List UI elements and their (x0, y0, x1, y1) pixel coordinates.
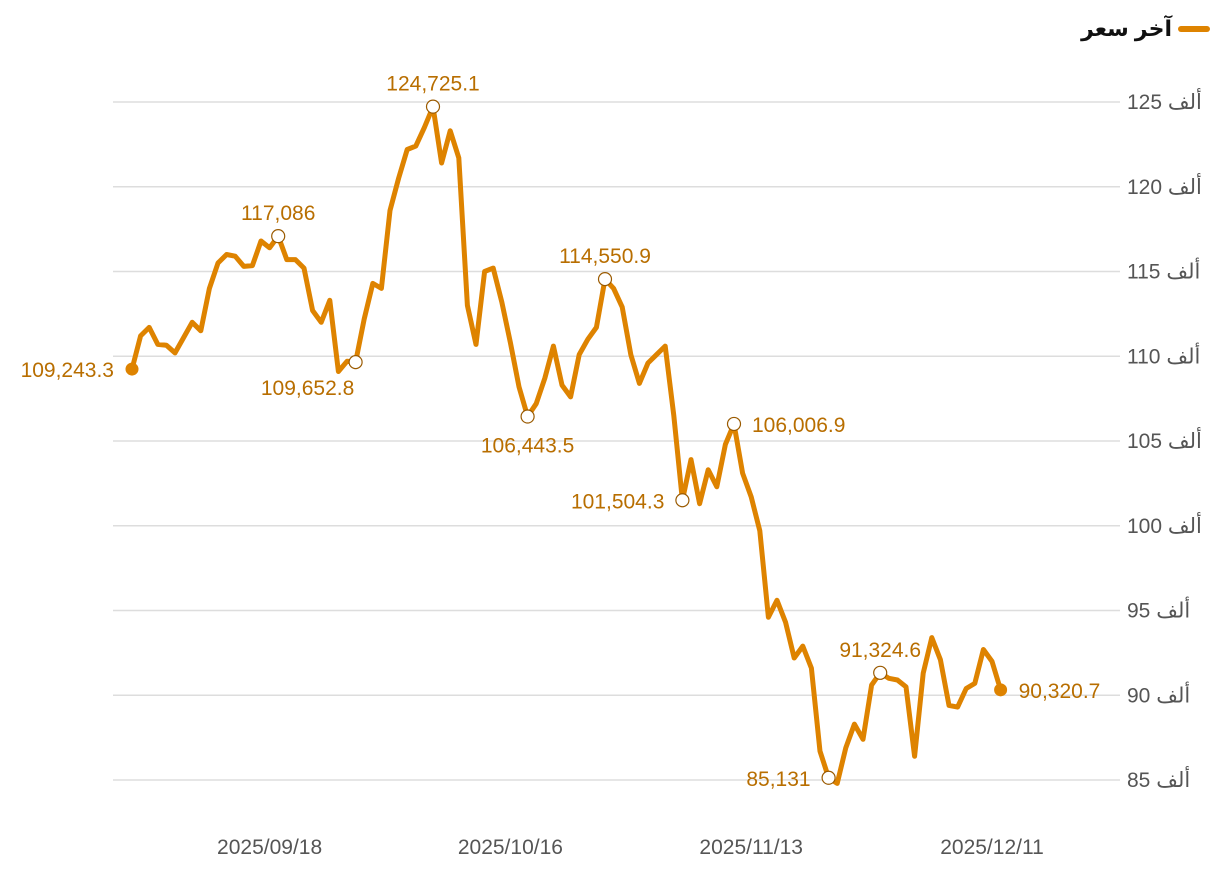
data-label: 101,504.3 (571, 490, 664, 513)
extreme-marker[interactable] (597, 272, 613, 287)
data-label: 117,086 (241, 202, 315, 225)
data-label: 109,243.3 (21, 359, 114, 382)
y-tick-label: 120 ألف (1127, 173, 1202, 199)
legend-swatch (1178, 26, 1210, 32)
data-label: 114,550.9 (559, 245, 651, 268)
y-tick-label: 90 ألف (1127, 681, 1190, 707)
y-tick-label: 105 ألف (1127, 427, 1202, 453)
y-tick-label: 95 ألف (1127, 597, 1190, 623)
x-tick-label: 2025/09/18 (217, 836, 322, 859)
extreme-marker[interactable] (271, 229, 286, 244)
data-label: 85,131 (746, 768, 810, 791)
extreme-marker[interactable] (873, 665, 888, 680)
x-axis-ticks: 2025/09/18 2025/10/16 2025/11/13 2025/12/11 (217, 836, 1044, 859)
legend-label: آخر سعر (1081, 16, 1172, 41)
data-label: 106,443.5 (481, 435, 574, 458)
extreme-marker[interactable] (425, 99, 441, 114)
extreme-marker[interactable] (520, 409, 535, 424)
endpoint-marker[interactable] (994, 683, 1008, 697)
y-tick-label: 110 ألف (1127, 342, 1200, 368)
extreme-marker[interactable] (726, 416, 742, 432)
data-label: 106,006.9 (752, 414, 845, 437)
x-tick-label: 2025/10/16 (458, 836, 563, 859)
y-axis-ticks: 125 ألف 120 ألف 115 ألف 110 ألف 105 ألف 100 أ… (1127, 88, 1202, 792)
gridlines (113, 101, 1120, 781)
extreme-marker[interactable] (348, 355, 363, 370)
data-label: 91,324.6 (839, 639, 921, 662)
data-label: 109,652.8 (261, 377, 354, 400)
extreme-marker[interactable] (675, 493, 690, 508)
extreme-marker[interactable] (821, 770, 836, 785)
endpoint-marker[interactable] (125, 362, 139, 376)
legend[interactable]: آخر سعر (1081, 16, 1210, 42)
y-tick-label: 125 ألف (1127, 88, 1202, 114)
x-tick-label: 2025/11/13 (699, 836, 803, 859)
y-tick-label: 85 ألف (1127, 766, 1190, 792)
data-label: 124,725.1 (386, 73, 479, 96)
y-tick-label: 115 ألف (1127, 258, 1200, 284)
y-tick-label: 100 ألف (1127, 512, 1202, 538)
data-label: 90,320.7 (1019, 680, 1101, 703)
annotations: 109,243.3 117,086 109,652.8 124,725.1 106,44… (21, 73, 1101, 791)
x-tick-label: 2025/12/11 (940, 836, 1044, 859)
